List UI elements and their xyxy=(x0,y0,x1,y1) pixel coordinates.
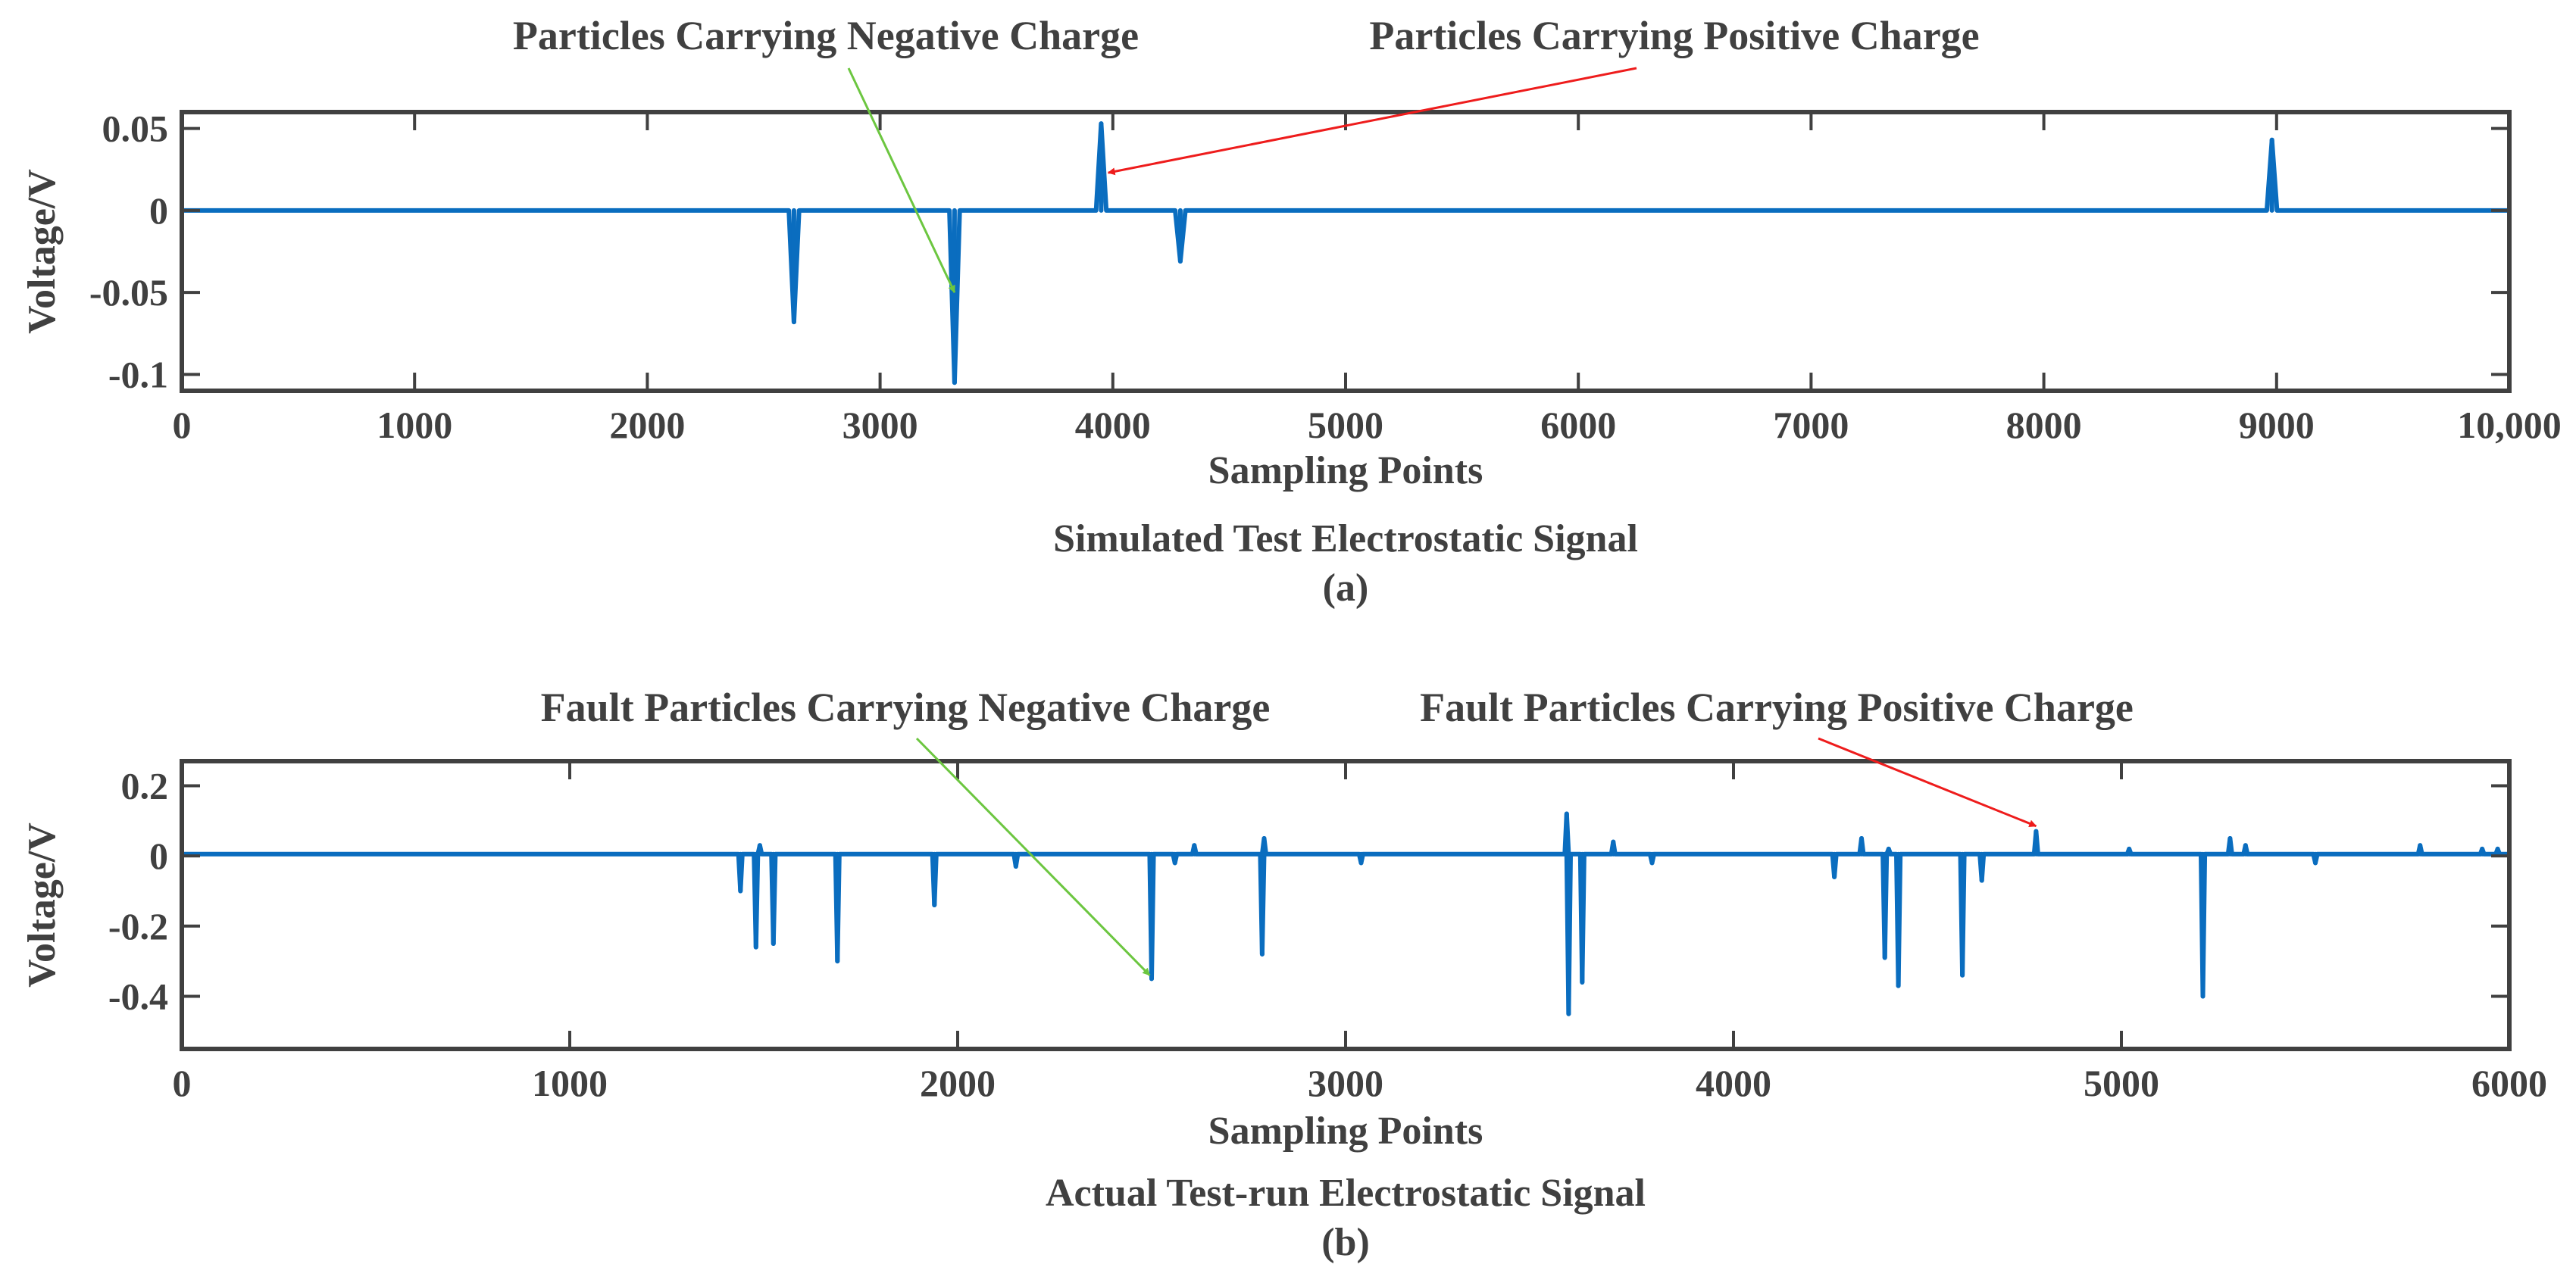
x-tick-label: 2000 xyxy=(609,404,685,446)
x-tick-label: 1000 xyxy=(377,404,452,446)
y-tick-label: 0.2 xyxy=(121,764,169,807)
chart-caption: Actual Test-run Electrostatic Signal xyxy=(1046,1172,1646,1215)
plot-frame xyxy=(180,759,2512,1051)
x-tick-label: 0 xyxy=(173,1062,192,1104)
x-tick-label: 0 xyxy=(173,404,192,446)
annotation-arrow-positive xyxy=(1107,67,1637,176)
chart-panel-b: 0 1000 2000 3000 4000 5000 6000 0.2 0 -0.2 -0.4 Sam… xyxy=(20,685,2547,1264)
signal-line xyxy=(182,811,2509,1016)
annotation-positive-charge: Fault Particles Carrying Positive Charge xyxy=(1420,685,2134,730)
y-tick-label: -0.2 xyxy=(108,905,168,947)
annotation-arrow-negative xyxy=(847,67,956,294)
x-tick-label: 5000 xyxy=(1308,404,1383,446)
panel-label: (b) xyxy=(1321,1221,1370,1264)
x-tick-label: 6000 xyxy=(2471,1062,2547,1104)
x-tick-label: 1000 xyxy=(532,1062,608,1104)
x-tick-label: 10,000 xyxy=(2457,404,2562,446)
x-tick-label: 3000 xyxy=(843,404,918,446)
annotation-arrow-positive xyxy=(1818,737,2037,828)
y-tick-label: -0.1 xyxy=(108,353,168,395)
x-tick-label: 8000 xyxy=(2006,404,2082,446)
chart-panel-a: 0 1000 2000 3000 4000 5000 6000 7000 8000 9000 10,… xyxy=(20,13,2562,610)
x-tick-label: 2000 xyxy=(920,1062,996,1104)
panel-label: (a) xyxy=(1323,567,1369,610)
x-tick-label: 6000 xyxy=(1540,404,1616,446)
annotation-negative-charge: Particles Carrying Negative Charge xyxy=(513,13,1139,58)
annotation-arrow-negative xyxy=(915,737,1151,976)
chart-caption: Simulated Test Electrostatic Signal xyxy=(1053,517,1638,560)
x-tick-label: 9000 xyxy=(2239,404,2315,446)
x-tick-label: 5000 xyxy=(2084,1062,2159,1104)
y-tick-label: 0 xyxy=(149,189,168,232)
y-tick-label: -0.4 xyxy=(108,975,168,1017)
y-tick-label: -0.05 xyxy=(89,271,168,314)
signal-line xyxy=(182,121,2509,385)
x-axis-label: Sampling Points xyxy=(1208,1110,1483,1153)
y-tick-label: 0 xyxy=(149,835,168,877)
x-axis-label: Sampling Points xyxy=(1208,449,1483,492)
x-tick-label: 4000 xyxy=(1696,1062,1771,1104)
y-tick-label: 0.05 xyxy=(102,108,169,150)
y-axis-label: Voltage/V xyxy=(20,822,64,988)
y-axis-label: Voltage/V xyxy=(20,169,64,334)
x-tick-label: 3000 xyxy=(1308,1062,1383,1104)
annotation-negative-charge: Fault Particles Carrying Negative Charge xyxy=(541,685,1271,730)
x-tick-label: 4000 xyxy=(1075,404,1151,446)
x-tick-label: 7000 xyxy=(1773,404,1849,446)
annotation-positive-charge: Particles Carrying Positive Charge xyxy=(1369,13,1979,58)
plot-frame xyxy=(180,110,2512,393)
